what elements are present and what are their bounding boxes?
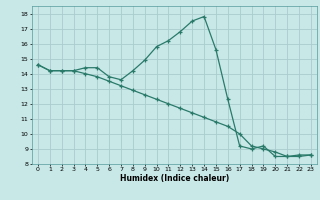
X-axis label: Humidex (Indice chaleur): Humidex (Indice chaleur)	[120, 174, 229, 183]
